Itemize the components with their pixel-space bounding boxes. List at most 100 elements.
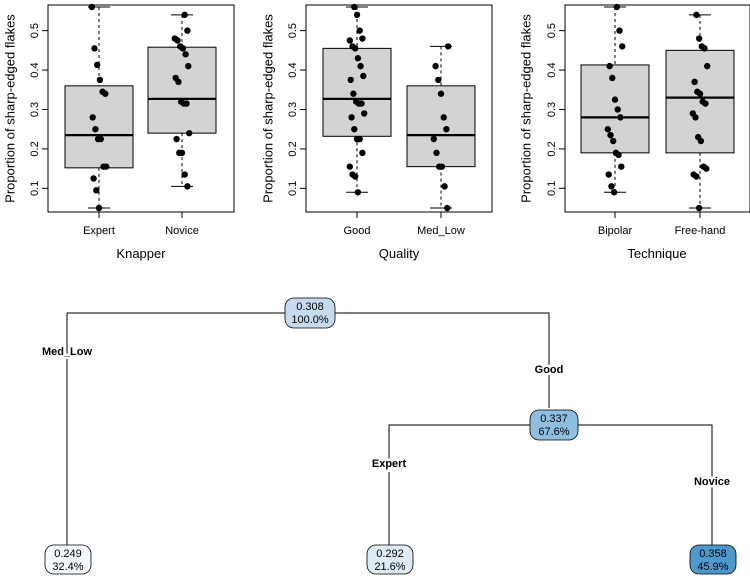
tree-node-root-percent: 100.0% — [291, 314, 329, 326]
tree-leaf-novice-value: 0.358 — [699, 548, 727, 560]
tree-leaf-expert-percent: 21.6% — [374, 561, 405, 573]
y-axis-label: Proportion of sharp-edged flakes — [3, 14, 18, 203]
data-point — [611, 96, 619, 103]
plot-frame — [47, 4, 235, 213]
data-point — [353, 11, 361, 19]
data-point — [356, 135, 363, 143]
data-point — [609, 74, 616, 82]
y-tick-label: 0.4 — [546, 62, 558, 77]
x-axis-label: Quality — [379, 246, 420, 261]
data-point — [692, 114, 699, 121]
tree-leaf-expert-value: 0.292 — [376, 548, 404, 560]
data-point — [97, 135, 105, 143]
box — [64, 85, 134, 169]
x-tick-label: Expert — [83, 225, 115, 237]
data-point — [604, 126, 611, 133]
data-point — [96, 76, 104, 84]
data-point — [619, 43, 626, 50]
data-point — [351, 126, 358, 133]
data-point — [444, 204, 451, 212]
tree-edge-good — [388, 424, 713, 545]
data-point — [184, 183, 191, 190]
split-label-good: Good — [535, 364, 564, 376]
split-label-expert: Expert — [372, 458, 407, 470]
x-axis-label: Knapper — [116, 246, 166, 261]
data-point — [351, 3, 358, 11]
data-point — [430, 135, 437, 143]
data-point — [702, 100, 709, 107]
tree-leaf-med-low-value: 0.249 — [54, 548, 82, 560]
tree-node-good-value: 0.337 — [540, 413, 568, 425]
data-point — [610, 137, 617, 145]
data-point — [183, 100, 190, 107]
x-tick-label: Free-hand — [675, 225, 726, 237]
tree-leaf-med-low-box — [44, 544, 92, 575]
data-point — [360, 72, 367, 80]
tree-leaf-novice-percent: 45.9% — [697, 561, 728, 573]
data-point — [103, 163, 110, 170]
data-point — [358, 100, 365, 107]
data-point — [695, 204, 703, 212]
data-point — [445, 43, 452, 50]
boxplot-technique: 0.1 0.2 0.3 0.4 0.5 Proportion of sharp-edged… — [519, 3, 750, 261]
y-tick-label: 0.1 — [287, 181, 299, 196]
data-point — [696, 90, 704, 97]
data-point — [182, 51, 189, 58]
y-tick-label: 0.5 — [29, 23, 41, 38]
data-point — [435, 76, 442, 84]
data-point — [91, 45, 98, 52]
tree-node-root-box — [284, 297, 336, 329]
data-point — [347, 76, 354, 84]
tree-leaf-med-low-percent: 32.4% — [52, 561, 83, 573]
data-point — [701, 45, 708, 52]
data-point — [608, 183, 615, 190]
data-point — [617, 114, 624, 121]
plot-frame — [564, 4, 750, 213]
tree-leaf-med-low: 0.249 32.4% — [44, 544, 92, 575]
data-point — [441, 183, 448, 190]
tree-node-good-box — [529, 409, 579, 441]
y-tick-label: 0.3 — [29, 102, 41, 117]
data-point — [354, 55, 362, 62]
data-point — [704, 62, 711, 70]
data-point — [184, 27, 191, 34]
y-tick-label: 0.4 — [29, 62, 41, 77]
data-point — [354, 189, 362, 196]
data-point — [179, 45, 187, 52]
boxplot-knapper: 0.1 0.2 0.3 0.4 0.5 Proportion of sharp-edged… — [3, 3, 235, 261]
tree-leaf-expert-box — [366, 544, 414, 575]
data-point — [181, 11, 188, 19]
data-point — [606, 62, 613, 70]
x-tick-label: Bipolar — [598, 225, 633, 237]
tree-node-root: 0.308 100.0% — [284, 297, 336, 329]
data-point — [102, 90, 109, 97]
y-axis-label: Proportion of sharp-edged flakes — [519, 14, 534, 203]
tree-node-root-value: 0.308 — [296, 301, 324, 313]
box — [406, 85, 476, 168]
split-label-novice: Novice — [694, 476, 730, 488]
data-point — [186, 129, 193, 137]
data-point — [432, 62, 439, 70]
data-point — [346, 163, 353, 170]
data-point — [92, 126, 99, 133]
data-point — [356, 27, 363, 34]
tree-node-good-percent: 67.6% — [538, 426, 569, 438]
y-tick-label: 0.2 — [546, 141, 558, 156]
data-point — [695, 35, 703, 42]
box — [147, 46, 217, 134]
data-point — [610, 189, 618, 196]
y-tick-label: 0.2 — [287, 141, 299, 156]
data-point — [173, 135, 180, 143]
data-point — [607, 131, 614, 139]
y-tick-label: 0.4 — [287, 62, 299, 77]
data-point — [348, 114, 355, 121]
tree-leaf-expert: 0.292 21.6% — [366, 544, 414, 575]
data-point — [175, 78, 182, 86]
data-point — [618, 163, 625, 170]
data-point — [361, 110, 368, 117]
tree-node-good: 0.337 67.6% — [529, 409, 579, 441]
data-point — [616, 27, 623, 34]
x-axis-label: Technique — [627, 246, 686, 261]
data-point — [346, 37, 353, 44]
